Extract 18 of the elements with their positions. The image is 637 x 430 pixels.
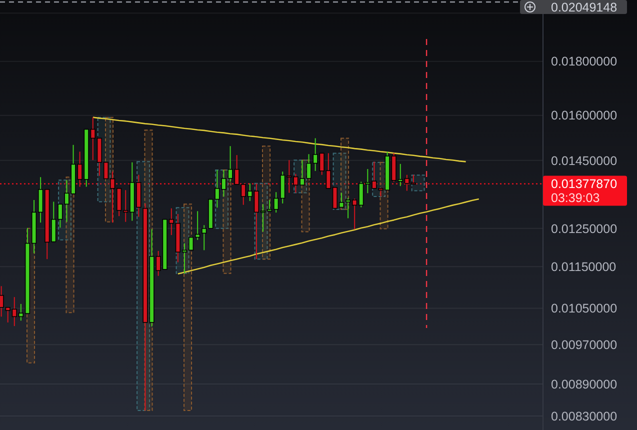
y-tick-label: 0.01600000 <box>551 108 618 123</box>
y-tick-label: 0.00970000 <box>551 338 618 352</box>
y-tick-label: 0.01450000 <box>551 154 618 168</box>
bar <box>184 204 192 412</box>
text: 03:39:03 <box>551 191 600 206</box>
bar <box>340 138 350 210</box>
line-series <box>177 198 480 274</box>
y-tick-label: 0.01800000 <box>551 54 618 69</box>
y-tick-label: 0.01250000 <box>551 222 618 236</box>
y-tick-label: 0.01050000 <box>551 302 618 316</box>
line-series <box>92 116 466 162</box>
ref-line-label: 0.02049148 <box>551 0 618 14</box>
y-tick-label: 0.01150000 <box>551 260 616 274</box>
y-tick-label: 0.00830000 <box>551 409 618 424</box>
bar <box>411 174 425 192</box>
bar <box>262 146 271 260</box>
y-tick-label: 0.00890000 <box>551 377 618 392</box>
ref-line-label: 0.01377870 <box>551 177 618 192</box>
